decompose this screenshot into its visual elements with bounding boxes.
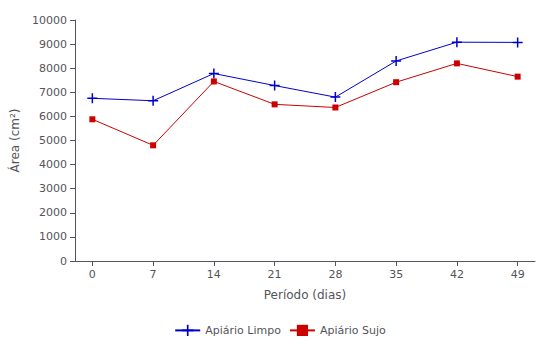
- svg-text:21: 21: [268, 268, 282, 281]
- svg-text:8000: 8000: [39, 62, 67, 75]
- svg-text:28: 28: [328, 268, 342, 281]
- svg-text:49: 49: [511, 268, 525, 281]
- svg-text:2000: 2000: [39, 206, 67, 219]
- svg-text:0: 0: [60, 255, 67, 268]
- svg-text:10000: 10000: [32, 14, 67, 27]
- svg-text:6000: 6000: [39, 110, 67, 123]
- svg-text:1000: 1000: [39, 230, 67, 243]
- svg-text:42: 42: [450, 268, 464, 281]
- svg-text:Área (cm²): Área (cm²): [7, 109, 22, 173]
- svg-text:0: 0: [89, 268, 96, 281]
- svg-text:3000: 3000: [39, 182, 67, 195]
- svg-text:5000: 5000: [39, 134, 67, 147]
- svg-text:35: 35: [389, 268, 403, 281]
- svg-text:Período (dias): Período (dias): [264, 288, 347, 302]
- svg-text:14: 14: [207, 268, 221, 281]
- svg-text:7000: 7000: [39, 86, 67, 99]
- svg-text:9000: 9000: [39, 38, 67, 51]
- svg-text:4000: 4000: [39, 158, 67, 171]
- svg-text:Apiário Limpo: Apiário Limpo: [205, 324, 281, 337]
- svg-text:Apiário Sujo: Apiário Sujo: [320, 324, 386, 337]
- svg-text:7: 7: [150, 268, 157, 281]
